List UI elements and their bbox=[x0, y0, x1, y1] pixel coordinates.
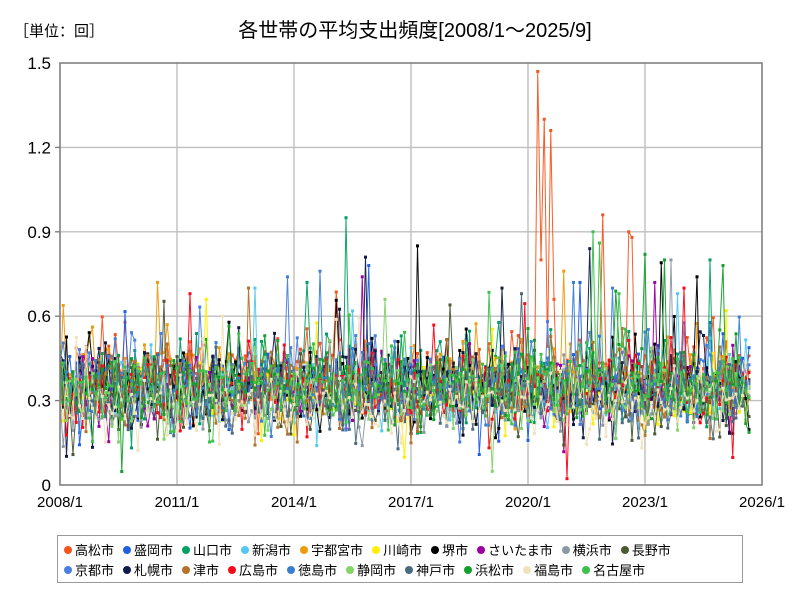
legend-item-京都市[interactable]: 京都市 bbox=[64, 564, 114, 577]
legend-swatch-icon bbox=[431, 546, 440, 554]
legend-swatch-icon bbox=[405, 566, 414, 574]
legend-item-名古屋市[interactable]: 名古屋市 bbox=[582, 564, 645, 577]
legend-label: 盛岡市 bbox=[134, 542, 174, 558]
legend-label: さいたま市 bbox=[488, 542, 553, 558]
legend-label: 長野市 bbox=[631, 542, 671, 558]
y-tick-label: 0.6 bbox=[27, 307, 51, 326]
legend-swatch-icon bbox=[477, 546, 486, 554]
x-axis-labels: 2008/1 2011/1 2014/1 2017/1 2020/1 2023/1 2026… bbox=[37, 494, 785, 511]
legend-item-川崎市[interactable]: 川崎市 bbox=[372, 544, 422, 557]
y-axis-labels: 0 0.3 0.6 0.9 1.2 1.5 bbox=[27, 54, 60, 495]
legend-row: 高松市 盛岡市 山口市 新潟市 宇都宮市 川崎市 堺市 さいたま市 横浜市 長野市 bbox=[64, 540, 736, 560]
legend-label: 広島市 bbox=[239, 562, 279, 578]
legend-item-堺市[interactable]: 堺市 bbox=[431, 544, 468, 557]
plot-frame bbox=[59, 62, 763, 486]
legend-item-神戸市[interactable]: 神戸市 bbox=[405, 564, 455, 577]
legend-item-広島市[interactable]: 広島市 bbox=[228, 564, 278, 577]
legend-swatch-icon bbox=[346, 566, 355, 574]
legend-swatch-icon bbox=[123, 546, 132, 554]
legend-swatch-icon bbox=[287, 566, 296, 574]
legend-label: 名古屋市 bbox=[593, 562, 646, 578]
series-layer bbox=[60, 69, 751, 481]
legend-swatch-icon bbox=[464, 566, 473, 574]
legend-swatch-icon bbox=[182, 546, 191, 554]
y-tick-label: 0.3 bbox=[27, 392, 51, 411]
legend-item-長野市[interactable]: 長野市 bbox=[620, 542, 671, 558]
y-tick-label: 1.5 bbox=[27, 54, 51, 73]
legend-label: 神戸市 bbox=[416, 562, 456, 578]
legend-label: 浜松市 bbox=[475, 562, 515, 578]
x-tick-label: 2020/1 bbox=[505, 494, 551, 511]
legend-item-宇都宮市[interactable]: 宇都宮市 bbox=[300, 544, 363, 557]
legend-swatch-icon bbox=[241, 546, 250, 554]
legend-item-盛岡市[interactable]: 盛岡市 bbox=[123, 544, 173, 557]
legend-item-徳島市[interactable]: 徳島市 bbox=[287, 564, 337, 577]
legend-label: 川崎市 bbox=[383, 542, 423, 558]
x-tick-label: 2017/1 bbox=[388, 494, 434, 511]
y-tick-label: 0 bbox=[42, 476, 51, 495]
legend-item-高松市[interactable]: 高松市 bbox=[64, 544, 114, 557]
legend-swatch-icon bbox=[523, 566, 532, 574]
legend-item-山口市[interactable]: 山口市 bbox=[182, 544, 232, 557]
legend-item-新潟市[interactable]: 新潟市 bbox=[241, 544, 291, 557]
legend-label: 山口市 bbox=[193, 542, 233, 558]
legend-item-札幌市[interactable]: 札幌市 bbox=[123, 564, 173, 577]
legend-label: 福島市 bbox=[534, 562, 574, 578]
legend-item-横浜市[interactable]: 横浜市 bbox=[561, 542, 612, 558]
unit-label: ［単位：回］ bbox=[14, 23, 105, 40]
legend-swatch-icon bbox=[582, 566, 591, 574]
legend-row: 京都市 札幌市 津市 広島市 徳島市 静岡市 神戸市 浜松市 福島市 名古屋市 bbox=[64, 560, 736, 580]
legend-item-浜松市[interactable]: 浜松市 bbox=[464, 564, 514, 577]
legend-swatch-icon bbox=[64, 566, 72, 574]
legend-label: 宇都宮市 bbox=[311, 542, 364, 558]
chart-plot-area: 0 0.3 0.6 0.9 1.2 1.5 2008/1 2011/1 2014/1 2017/… bbox=[27, 54, 785, 511]
legend-swatch-icon bbox=[123, 566, 132, 574]
series-markers-名古屋市 bbox=[60, 230, 751, 444]
legend-item-津市[interactable]: 津市 bbox=[182, 564, 219, 577]
legend-label: 高松市 bbox=[75, 542, 115, 558]
page-title: 各世帯の平均支出頻度[2008/1～2025/9] bbox=[238, 20, 592, 42]
legend-label: 札幌市 bbox=[134, 562, 174, 578]
legend-label: 新潟市 bbox=[252, 542, 292, 558]
legend-label: 堺市 bbox=[442, 542, 469, 558]
chart-legend: 高松市 盛岡市 山口市 新潟市 宇都宮市 川崎市 堺市 さいたま市 横浜市 長野市 京都市 札幌市 津… bbox=[57, 535, 743, 583]
legend-swatch-icon bbox=[64, 546, 72, 554]
legend-swatch-icon bbox=[228, 566, 237, 574]
legend-swatch-icon bbox=[561, 546, 570, 554]
legend-label: 横浜市 bbox=[572, 542, 612, 558]
legend-swatch-icon bbox=[182, 566, 191, 574]
legend-swatch-icon bbox=[300, 546, 309, 554]
legend-label: 徳島市 bbox=[298, 562, 338, 578]
legend-item-静岡市[interactable]: 静岡市 bbox=[346, 564, 396, 577]
y-tick-label: 1.2 bbox=[27, 138, 51, 157]
x-tick-label: 2026/1 bbox=[739, 494, 785, 511]
legend-label: 静岡市 bbox=[357, 562, 397, 578]
x-tick-label: 2023/1 bbox=[622, 494, 668, 511]
legend-swatch-icon bbox=[620, 546, 629, 554]
legend-item-さいたま市[interactable]: さいたま市 bbox=[477, 544, 553, 557]
y-tick-label: 0.9 bbox=[27, 223, 51, 242]
legend-swatch-icon bbox=[372, 546, 381, 554]
x-tick-label: 2014/1 bbox=[271, 494, 317, 511]
legend-item-福島市[interactable]: 福島市 bbox=[523, 564, 573, 577]
legend-label: 津市 bbox=[193, 562, 220, 578]
x-tick-label: 2008/1 bbox=[37, 494, 83, 511]
legend-label: 京都市 bbox=[75, 562, 115, 578]
x-tick-label: 2011/1 bbox=[155, 494, 200, 511]
